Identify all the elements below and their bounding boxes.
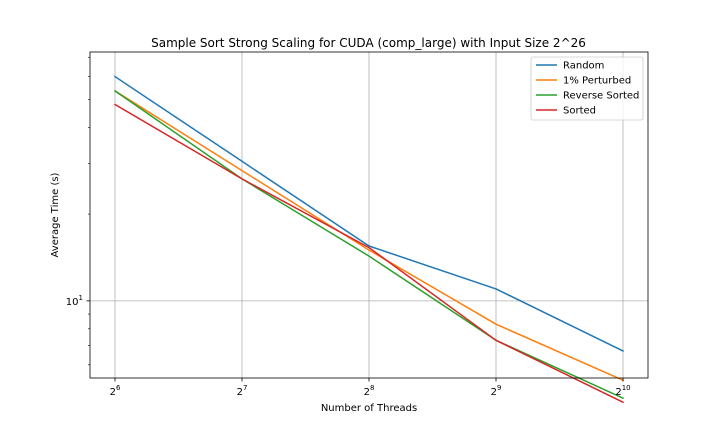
grid [90, 52, 648, 378]
legend-label: Sorted [563, 106, 596, 117]
series-lines [113, 75, 625, 404]
x-tick-label: 210 [615, 384, 630, 398]
x-tick-label: 26 [110, 384, 121, 398]
series-line-3 [113, 89, 624, 400]
series-line-2 [113, 89, 624, 382]
x-tick-label-base: 2 [491, 387, 497, 398]
x-tick-label-base: 2 [364, 387, 370, 398]
x-tick-label: 29 [491, 384, 502, 398]
x-tick-label-exponent: 7 [243, 384, 247, 392]
x-axis-ticks: 26 27 28 29 210 [110, 378, 631, 398]
y-tick-label: 101 [66, 294, 83, 308]
legend-box [530, 56, 644, 121]
series-line-4 [113, 103, 625, 404]
series-line-1 [113, 75, 625, 353]
x-tick-label-base: 2 [615, 387, 621, 398]
y-axis-label: Average Time (s) [50, 172, 61, 257]
legend: Random 1% Perturbed Reverse Sorted Sorted [530, 56, 644, 121]
y-tick-label-base: 10 [66, 297, 79, 308]
x-tick-label-base: 2 [237, 387, 243, 398]
x-tick-label-exponent: 6 [116, 384, 121, 392]
x-tick-label: 28 [364, 384, 375, 398]
legend-label: 1% Perturbed [563, 76, 631, 87]
y-tick-label-exponent: 1 [79, 294, 83, 302]
x-tick-label-exponent: 9 [497, 384, 501, 392]
y-axis-ticks: 101 [66, 56, 90, 366]
x-tick-label-exponent: 10 [622, 384, 631, 392]
x-axis-label: Number of Threads [321, 403, 417, 414]
legend-label: Random [563, 61, 604, 72]
x-tick-label-base: 2 [110, 387, 116, 398]
chart-title: Sample Sort Strong Scaling for CUDA (com… [151, 36, 586, 50]
legend-label: Reverse Sorted [563, 91, 639, 102]
x-tick-label: 27 [237, 384, 248, 398]
x-tick-label-exponent: 8 [370, 384, 374, 392]
